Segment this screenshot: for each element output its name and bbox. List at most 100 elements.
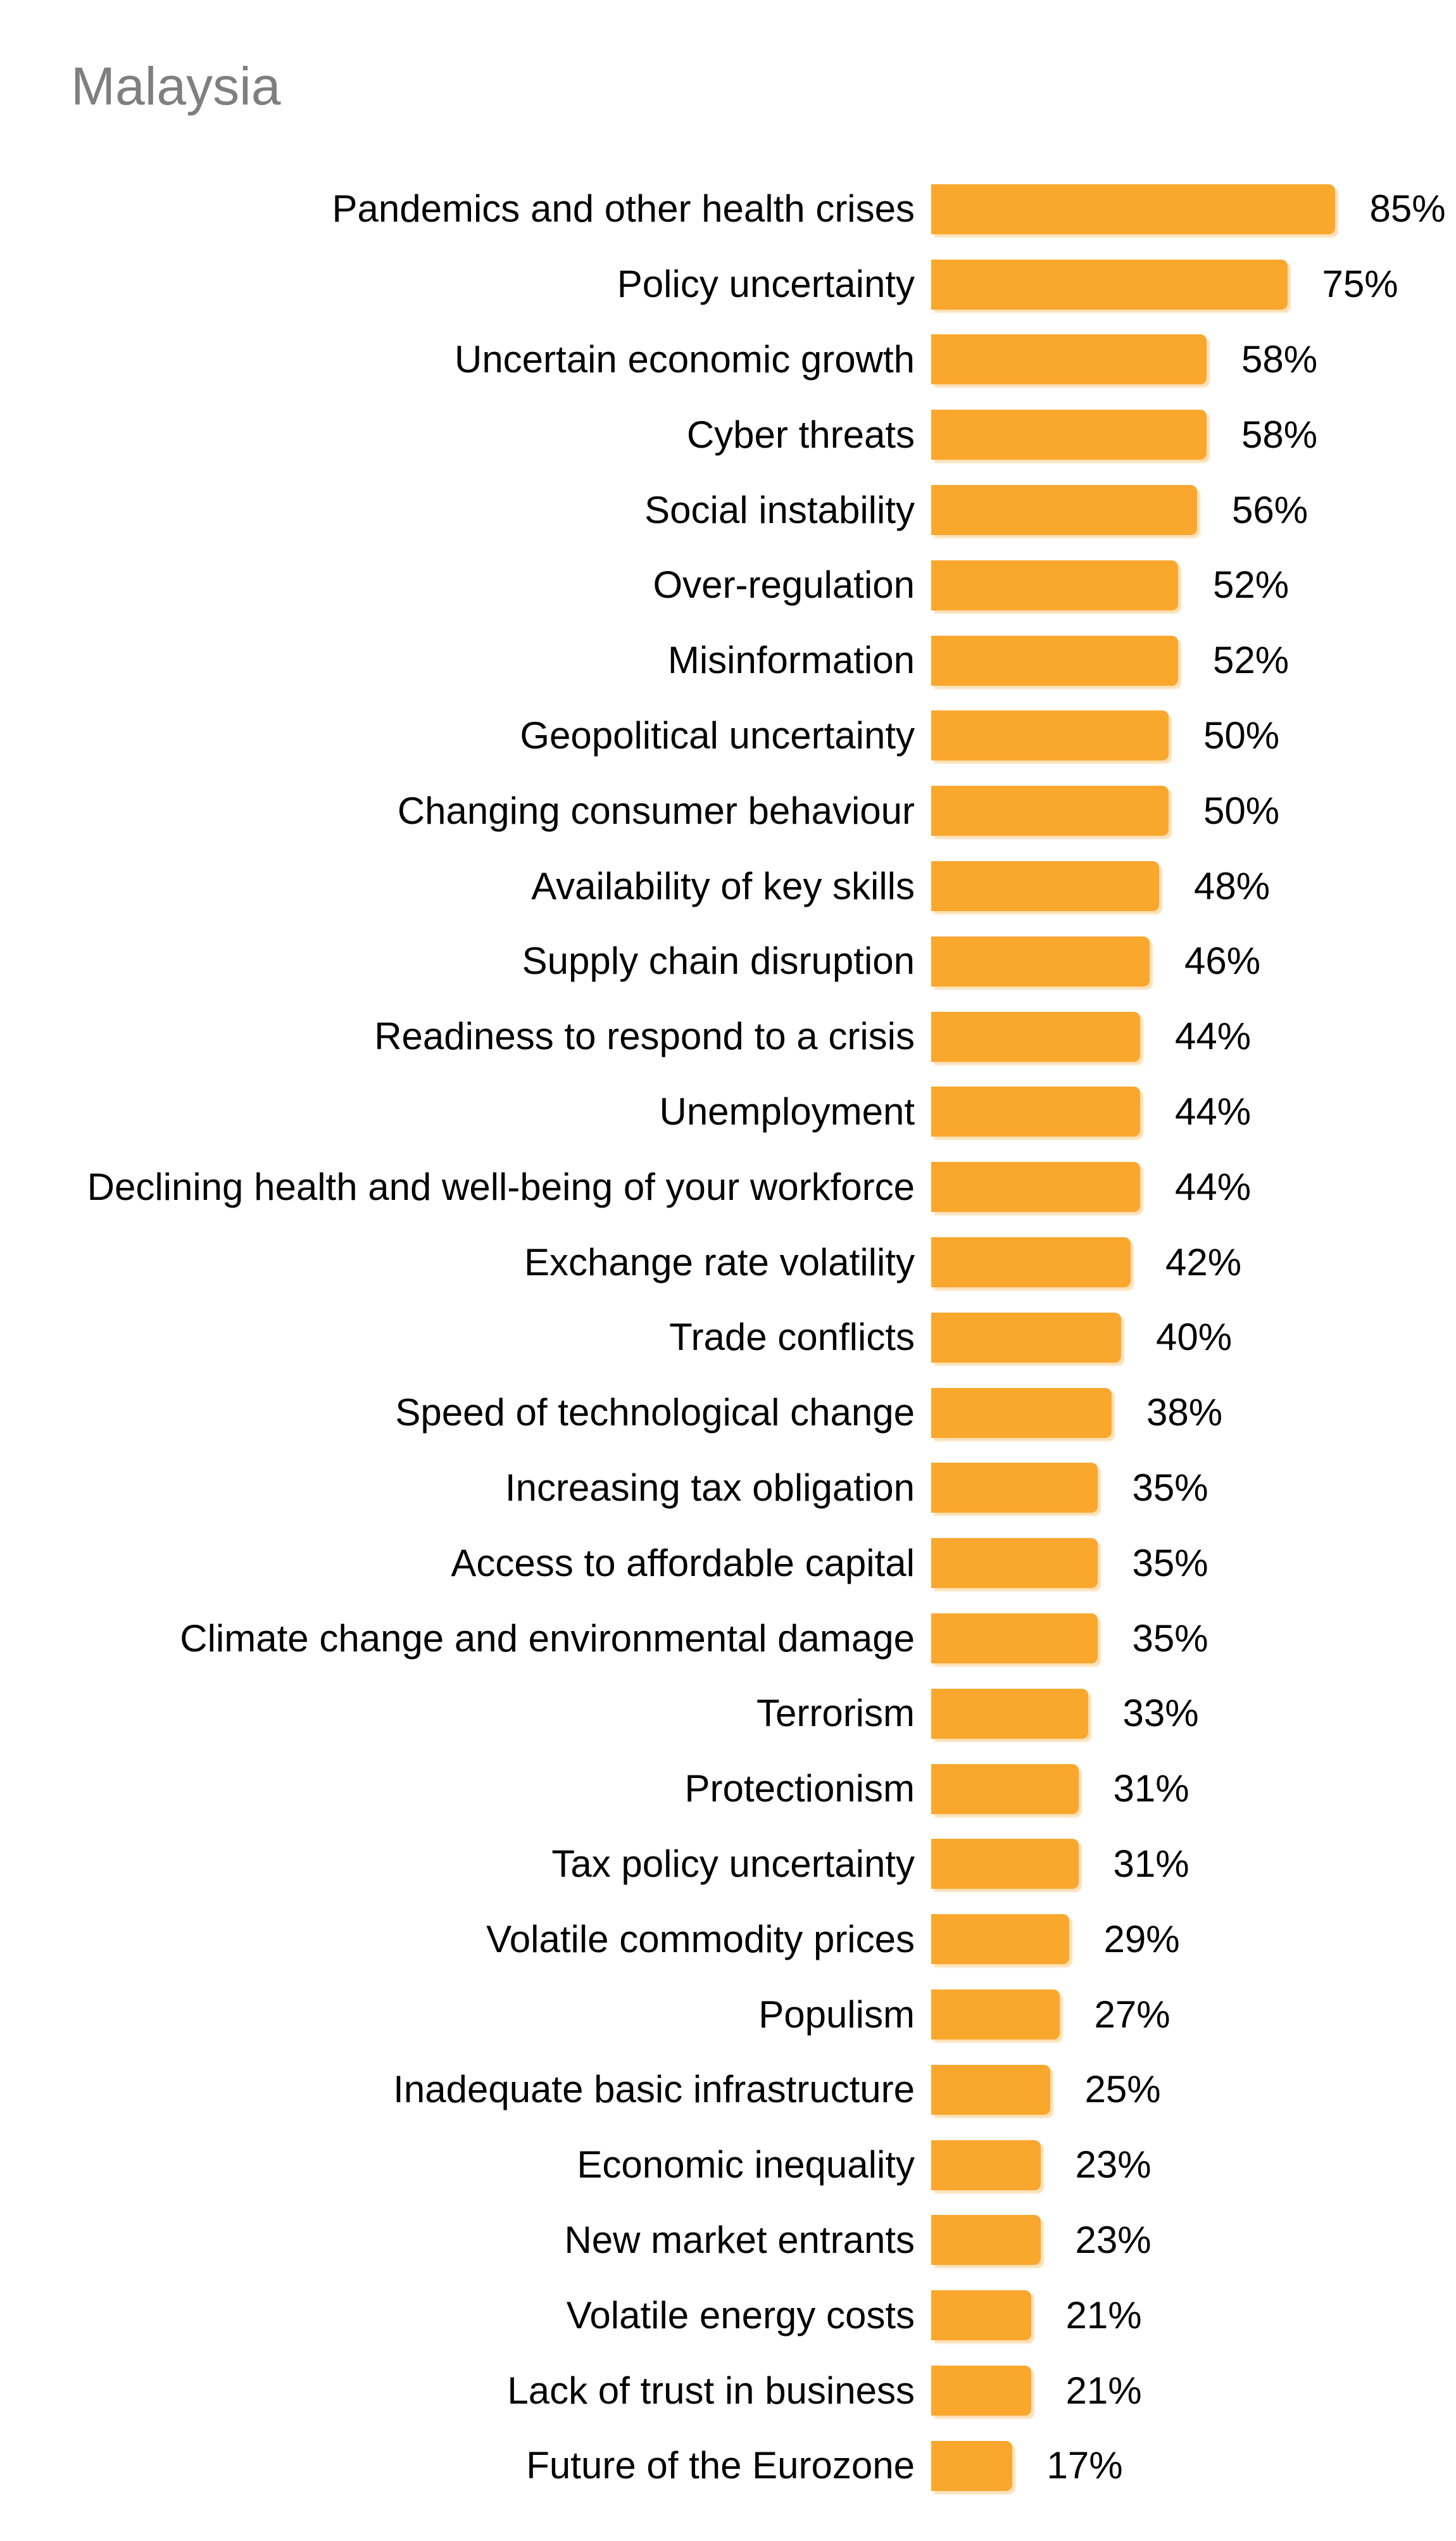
bar-row: Cyber threats 58% xyxy=(0,397,1456,472)
category-label: Uncertain economic growth xyxy=(454,337,915,381)
value-label: 25% xyxy=(1084,2068,1161,2111)
bar xyxy=(931,560,1178,610)
bar xyxy=(931,710,1169,761)
bar xyxy=(931,2440,1012,2491)
bar xyxy=(931,485,1197,536)
bar xyxy=(931,635,1178,686)
category-label: Lack of trust in business xyxy=(507,2369,915,2412)
value-label: 85% xyxy=(1369,187,1446,230)
bar-row: Unemployment 44% xyxy=(0,1075,1456,1150)
bar xyxy=(931,410,1207,460)
bar-row: Supply chain disruption 46% xyxy=(0,924,1456,999)
category-label: Policy uncertainty xyxy=(617,263,915,306)
bar xyxy=(931,786,1169,836)
bar xyxy=(931,2290,1031,2341)
category-label: Availability of key skills xyxy=(531,864,915,907)
bar xyxy=(931,1162,1140,1213)
value-label: 31% xyxy=(1113,1767,1189,1810)
value-label: 29% xyxy=(1103,1917,1180,1960)
category-label: Increasing tax obligation xyxy=(505,1466,915,1509)
value-label: 23% xyxy=(1075,2218,1152,2261)
value-label: 33% xyxy=(1122,1692,1199,1735)
bar xyxy=(931,1237,1131,1288)
value-label: 21% xyxy=(1065,2369,1142,2412)
value-label: 40% xyxy=(1156,1316,1233,1359)
bar-row: Inadequate basic infrastructure 25% xyxy=(0,2052,1456,2128)
bar xyxy=(931,1763,1079,1814)
category-label: New market entrants xyxy=(564,2218,915,2261)
bar-row: Availability of key skills 48% xyxy=(0,848,1456,924)
bar xyxy=(931,861,1159,912)
bar-row: Protectionism 31% xyxy=(0,1751,1456,1827)
bar xyxy=(931,1613,1098,1664)
value-label: 52% xyxy=(1213,564,1290,607)
category-label: Volatile commodity prices xyxy=(486,1917,915,1960)
bar xyxy=(931,1312,1121,1363)
value-label: 46% xyxy=(1184,940,1261,983)
category-label: Inadequate basic infrastructure xyxy=(393,2068,915,2111)
value-label: 31% xyxy=(1113,1842,1189,1885)
category-label: Trade conflicts xyxy=(669,1316,915,1359)
value-label: 48% xyxy=(1194,864,1271,907)
category-label: Exchange rate volatility xyxy=(524,1240,915,1283)
value-label: 23% xyxy=(1075,2143,1152,2186)
category-label: Readiness to respond to a crisis xyxy=(374,1015,915,1058)
bar xyxy=(931,1688,1088,1739)
bar-row: Tax policy uncertainty 31% xyxy=(0,1827,1456,1902)
bar-row: Misinformation 52% xyxy=(0,623,1456,698)
bar-row: Uncertain economic growth 58% xyxy=(0,322,1456,398)
bar-row: Trade conflicts 40% xyxy=(0,1300,1456,1375)
bar xyxy=(931,1914,1069,1965)
bar xyxy=(931,1839,1079,1889)
bar-row: New market entrants 23% xyxy=(0,2203,1456,2278)
value-label: 75% xyxy=(1322,263,1398,306)
category-label: Declining health and well-being of your … xyxy=(87,1165,915,1208)
bar xyxy=(931,1538,1098,1589)
bar-row: Declining health and well-being of your … xyxy=(0,1149,1456,1225)
bar xyxy=(931,1989,1060,2040)
category-label: Unemployment xyxy=(659,1090,915,1133)
chart-title: Malaysia xyxy=(71,56,281,116)
bar-row: Changing consumer behaviour 50% xyxy=(0,773,1456,848)
bar-row: Geopolitical uncertainty 50% xyxy=(0,698,1456,774)
category-label: Changing consumer behaviour xyxy=(397,789,915,832)
bar-row: Exchange rate volatility 42% xyxy=(0,1225,1456,1300)
bar xyxy=(931,184,1335,234)
bar-row: Climate change and environmental damage … xyxy=(0,1601,1456,1676)
category-label: Supply chain disruption xyxy=(522,940,915,983)
bar-row: Volatile commodity prices 29% xyxy=(0,1901,1456,1977)
value-label: 21% xyxy=(1065,2293,1142,2336)
bar-row: Terrorism 33% xyxy=(0,1676,1456,1751)
bar xyxy=(931,2215,1041,2266)
category-label: Economic inequality xyxy=(577,2143,915,2186)
bar-row: Social instability 56% xyxy=(0,472,1456,548)
bar-row: Over-regulation 52% xyxy=(0,548,1456,623)
bar xyxy=(931,259,1288,310)
value-label: 35% xyxy=(1132,1541,1208,1584)
value-label: 50% xyxy=(1203,789,1280,832)
category-label: Future of the Eurozone xyxy=(526,2444,915,2487)
bar-row: Lack of trust in business 21% xyxy=(0,2353,1456,2428)
category-label: Protectionism xyxy=(684,1767,915,1810)
value-label: 38% xyxy=(1146,1391,1223,1434)
category-label: Geopolitical uncertainty xyxy=(520,714,915,757)
value-label: 56% xyxy=(1232,488,1309,531)
bar xyxy=(931,334,1207,385)
bar-row: Future of the Eurozone 17% xyxy=(0,2428,1456,2504)
bar-row: Readiness to respond to a crisis 44% xyxy=(0,999,1456,1075)
category-label: Volatile energy costs xyxy=(566,2293,915,2336)
bar-rows: Pandemics and other health crises 85% Po… xyxy=(0,172,1456,2504)
bar-row: Access to affordable capital 35% xyxy=(0,1525,1456,1601)
bar xyxy=(931,2064,1050,2115)
category-label: Cyber threats xyxy=(686,413,915,456)
bar xyxy=(931,2366,1031,2416)
bar xyxy=(931,1087,1140,1137)
bar-row: Speed of technological change 38% xyxy=(0,1375,1456,1451)
category-label: Misinformation xyxy=(667,639,915,682)
bar-row: Economic inequality 23% xyxy=(0,2128,1456,2203)
category-label: Speed of technological change xyxy=(395,1391,915,1434)
value-label: 52% xyxy=(1213,639,1290,682)
value-label: 50% xyxy=(1203,714,1280,757)
category-label: Access to affordable capital xyxy=(451,1541,915,1584)
